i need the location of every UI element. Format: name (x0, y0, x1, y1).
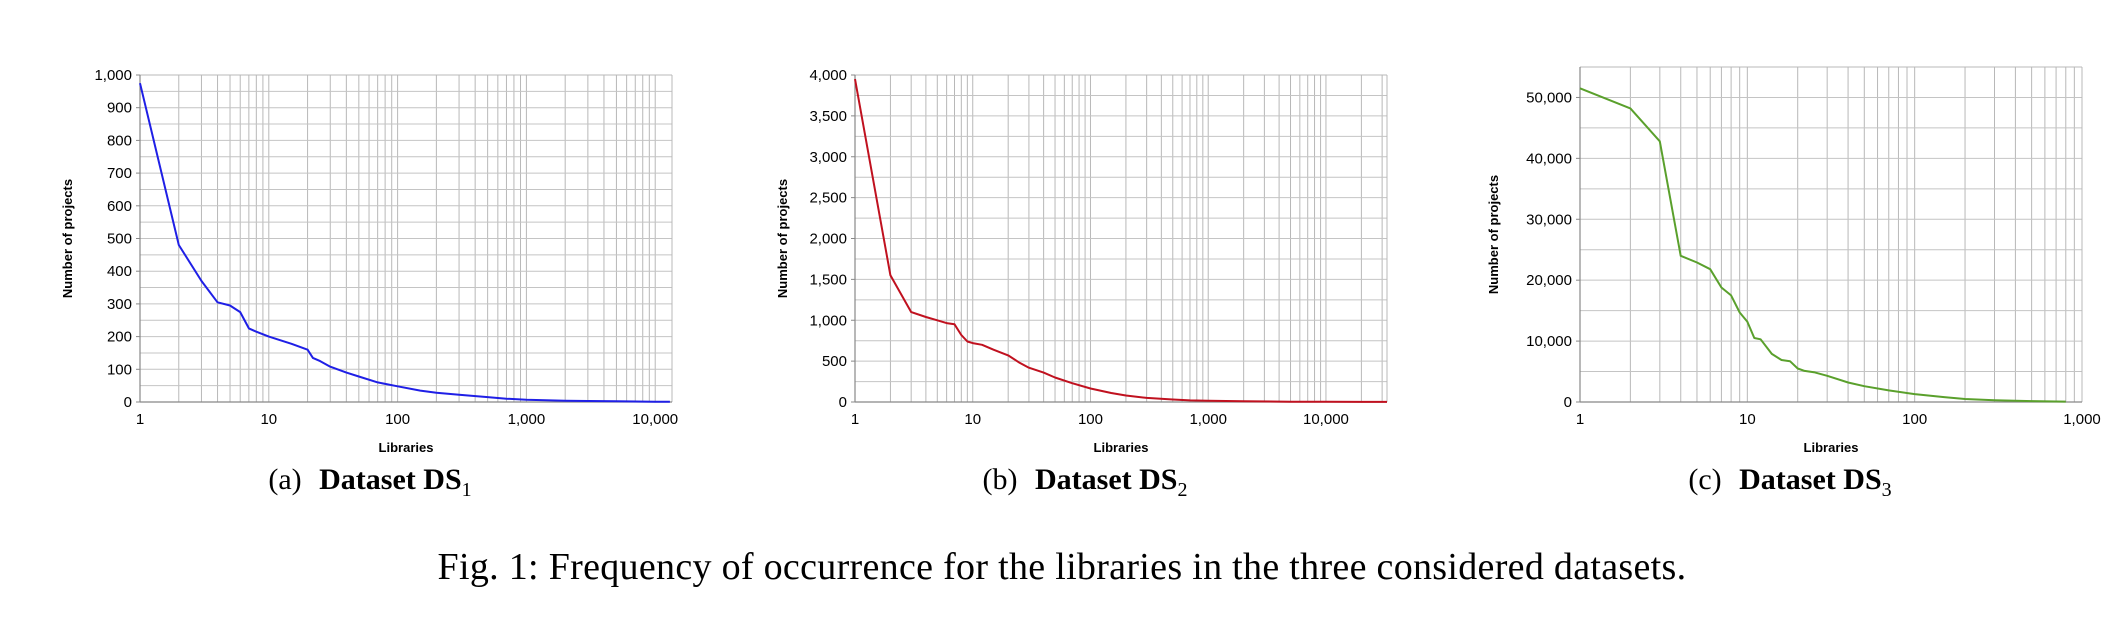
y-tick-label: 20,000 (1526, 272, 1572, 289)
chart-panel-ds1: 0 100 200 300 400 500 600 700 800 900 1,000 1 10 100 1… (40, 50, 680, 470)
y-tick-label: 600 (107, 198, 132, 215)
series-line (139, 82, 670, 403)
figure-caption: Fig. 1: Frequency of occurrence for the … (437, 546, 1687, 588)
x-tick-label: 10 (260, 411, 277, 428)
y-tick-label: 900 (107, 100, 132, 117)
subcaption-label: (a) (268, 463, 302, 496)
y-tick-label: 50,000 (1526, 89, 1572, 106)
subcaption-ds2: (b) Dataset DS2 (945, 463, 1225, 502)
y-tick-label: 3,500 (809, 108, 847, 125)
y-tick-label: 400 (107, 263, 132, 280)
x-tick-label: 1 (136, 411, 144, 428)
y-tick-label: 2,000 (809, 231, 847, 248)
x-tick-label: 100 (385, 411, 410, 428)
subcaption-subscript: 3 (1881, 479, 1892, 501)
x-tick-label: 10,000 (1303, 411, 1349, 428)
y-tick-label: 1,000 (809, 312, 847, 329)
y-tick-label: 40,000 (1526, 150, 1572, 167)
y-tick-label: 700 (107, 165, 132, 182)
chart-svg-ds2: 0 500 1,000 1,500 2,000 2,500 3,000 3,500 4,000 1… (775, 67, 1388, 455)
x-tick-label: 1,000 (508, 411, 546, 428)
x-tick-label: 1 (851, 411, 859, 428)
chart-svg-ds3: 0 10,000 20,000 30,000 40,000 50,000 1 10 100 1,0… (1486, 66, 2101, 455)
y-tick-label: 10,000 (1526, 333, 1572, 350)
subcaption-label: (c) (1688, 463, 1722, 496)
y-tick-label: 500 (822, 353, 847, 370)
subcaption-subscript: 1 (461, 479, 472, 501)
series-line (854, 78, 1387, 403)
y-axis-title: Number of projects (775, 179, 790, 298)
grid (1579, 66, 2083, 403)
subcaption-subscript: 2 (1177, 479, 1188, 501)
chart-panel-ds2: 0 500 1,000 1,500 2,000 2,500 3,000 3,500 4,000 1… (755, 50, 1395, 470)
x-tick-label: 1,000 (1189, 411, 1227, 428)
subcaption-label: (b) (982, 463, 1018, 496)
y-tick-label: 800 (107, 132, 132, 149)
x-axis-title: Libraries (1094, 440, 1149, 455)
chart-panel-ds3: 0 10,000 20,000 30,000 40,000 50,000 1 10 100 1,0… (1465, 50, 2105, 470)
y-tick-label: 200 (107, 329, 132, 346)
x-tick-label: 1,000 (2063, 411, 2101, 428)
chart-svg-ds1: 0 100 200 300 400 500 600 700 800 900 1,000 1 10 100 1… (60, 67, 678, 455)
x-tick-label: 10,000 (632, 411, 678, 428)
y-tick-label: 0 (124, 394, 132, 411)
y-tick-label: 0 (1564, 394, 1572, 411)
y-tick-label: 1,000 (94, 67, 132, 84)
x-tick-label: 100 (1902, 411, 1927, 428)
x-tick-label: 1 (1576, 411, 1584, 428)
x-tick-label: 10 (964, 411, 981, 428)
y-tick-label: 30,000 (1526, 211, 1572, 228)
y-tick-label: 0 (839, 394, 847, 411)
y-tick-label: 100 (107, 361, 132, 378)
subcaption-title: Dataset DS (319, 463, 462, 496)
grid (854, 74, 1388, 403)
x-axis-title: Libraries (379, 440, 434, 455)
subcaption-title: Dataset DS (1034, 463, 1178, 496)
grid (139, 74, 673, 403)
subcaption-ds1: (a) Dataset DS1 (230, 463, 510, 502)
y-tick-label: 2,500 (809, 190, 847, 207)
y-tick-label: 3,000 (809, 149, 847, 166)
x-tick-label: 100 (1078, 411, 1103, 428)
subcaption-ds3: (c) Dataset DS3 (1650, 463, 1930, 502)
y-tick-label: 4,000 (809, 67, 847, 84)
x-tick-label: 10 (1739, 411, 1756, 428)
y-axis-title: Number of projects (1486, 175, 1501, 294)
series-line (1579, 87, 2066, 403)
y-tick-label: 300 (107, 296, 132, 313)
y-tick-label: 1,500 (809, 271, 847, 288)
subcaption-title: Dataset DS (1739, 463, 1882, 496)
y-axis-title: Number of projects (60, 179, 75, 298)
y-tick-label: 500 (107, 231, 132, 248)
x-axis-title: Libraries (1804, 440, 1859, 455)
